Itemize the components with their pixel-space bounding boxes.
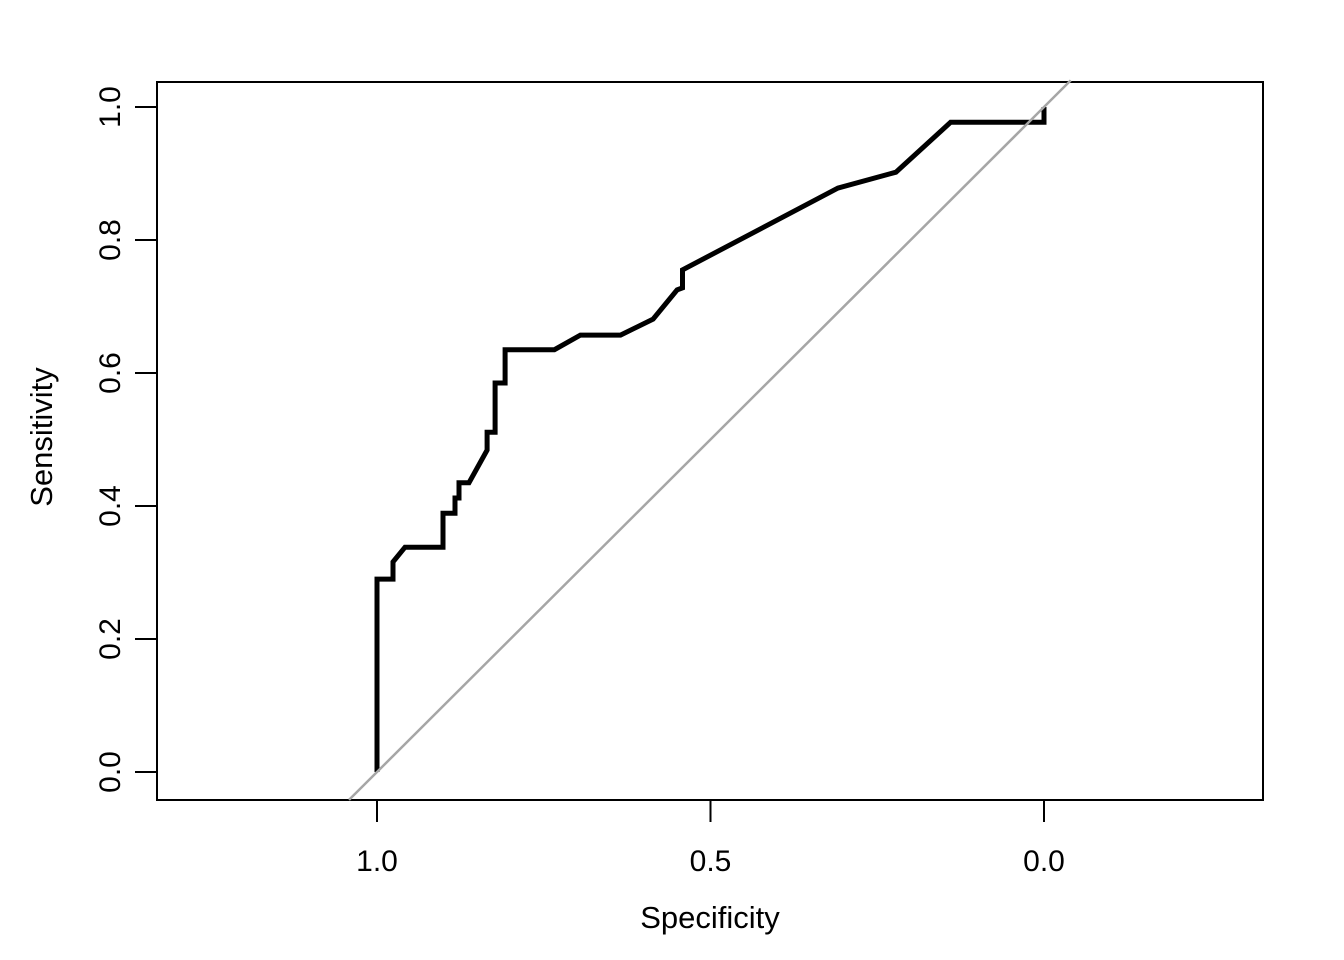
y-tick-label: 1.0 (94, 86, 127, 128)
x-tick-label: 0.5 (690, 845, 732, 878)
x-tick-label: 0.0 (1023, 845, 1065, 878)
x-axis-title: Specificity (640, 900, 780, 935)
y-tick-label: 0.6 (94, 352, 127, 394)
y-axis: 0.0 0.2 0.4 0.6 0.8 1.0 (94, 86, 157, 793)
chance-diagonal-line (348, 79, 1072, 801)
y-tick-label: 0.2 (94, 618, 127, 660)
x-tick-label: 1.0 (356, 845, 398, 878)
y-tick-label: 0.8 (94, 219, 127, 261)
y-tick-label: 0.0 (94, 751, 127, 793)
plot-series (348, 79, 1072, 801)
roc-curve-line (374, 107, 1047, 772)
y-tick-label: 0.4 (94, 485, 127, 527)
y-axis-title: Sensitivity (24, 367, 59, 507)
x-axis: 1.0 0.5 0.0 (356, 800, 1065, 878)
